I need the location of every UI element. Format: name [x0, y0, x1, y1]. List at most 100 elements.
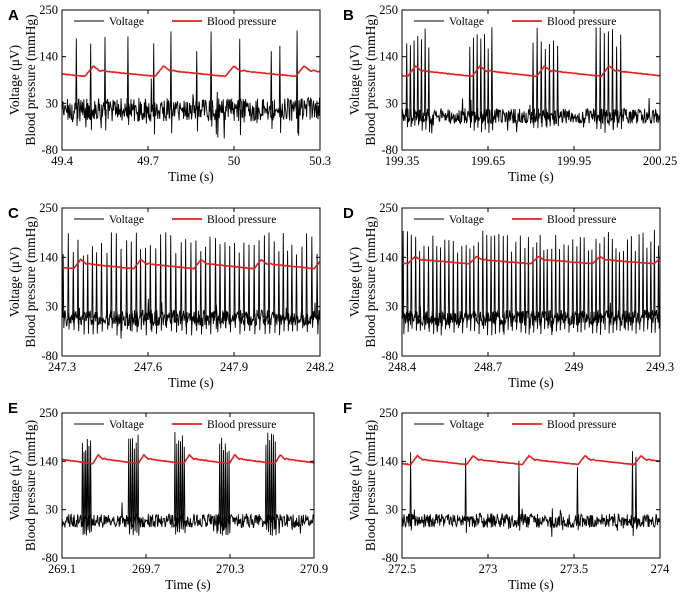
voltage-spike	[523, 247, 527, 334]
voltage-spike	[247, 244, 251, 331]
voltage-spike	[472, 37, 476, 131]
voltage-spike	[548, 44, 552, 127]
voltage-spike	[634, 251, 637, 334]
voltage-spike	[189, 242, 193, 336]
y-tick-label: 140	[379, 250, 398, 264]
y-axis-label-pressure: Blood pressure (mmHg)	[363, 14, 378, 145]
x-tick-label: 249	[565, 360, 584, 374]
voltage-spike	[84, 450, 88, 536]
voltage-spike	[177, 440, 181, 533]
voltage-spike	[626, 239, 630, 331]
voltage-spike	[220, 437, 224, 536]
y-axis-label-pressure: Blood pressure (mmHg)	[23, 14, 38, 145]
voltage-spike	[103, 37, 107, 131]
voltage-spike	[611, 29, 615, 130]
voltage-spike	[607, 231, 611, 334]
voltage-spike	[139, 249, 143, 330]
panel-a: A -80 30 140 250 49.4 49.7 50 50.3 Time (s) Voltag…	[7, 3, 331, 184]
voltage-spike	[127, 438, 131, 535]
y-axis-label-pressure: Blood pressure (mmHg)	[363, 420, 378, 551]
x-axis-label: Time (s)	[168, 169, 214, 184]
y-tick-label: -80	[381, 143, 398, 157]
voltage-spike	[410, 234, 413, 329]
voltage-spike	[418, 251, 422, 331]
y-axis-label-voltage: Voltage (μV)	[7, 45, 22, 115]
x-tick-label: 270.9	[300, 562, 328, 576]
voltage-spike	[152, 43, 156, 135]
voltage-spike	[175, 443, 179, 532]
voltage-spike	[567, 245, 570, 333]
voltage-spike	[614, 248, 618, 331]
voltage-spikes	[405, 27, 623, 133]
voltage-spike	[277, 251, 281, 336]
x-tick-label: 270.3	[216, 562, 244, 576]
voltage-spike	[472, 245, 476, 332]
y-tick-label: 30	[386, 300, 399, 314]
voltage-spike	[510, 251, 514, 331]
x-tick-label: 248.7	[474, 360, 502, 374]
voltage-spike	[184, 239, 188, 335]
y-tick-label: 30	[46, 503, 59, 517]
y-tick-label: 140	[379, 454, 398, 468]
voltage-spike	[174, 253, 178, 333]
voltage-spike	[630, 236, 634, 331]
legend-label-blood-pressure: Blood pressure	[207, 419, 276, 431]
y-axis-label-voltage: Voltage (μV)	[7, 247, 22, 317]
y-tick-label: -80	[41, 143, 58, 157]
voltage-spike	[115, 233, 118, 336]
legend-label-voltage: Voltage	[449, 214, 484, 226]
voltage-spike	[273, 241, 276, 333]
voltage-spike	[550, 248, 554, 332]
voltage-spike	[422, 245, 426, 330]
x-axis-label: Time (s)	[508, 375, 554, 390]
x-tick-label: 272.5	[388, 562, 416, 576]
voltage-spike	[310, 236, 314, 328]
legend-label-voltage: Voltage	[449, 419, 484, 431]
voltage-spike	[405, 43, 409, 128]
voltage-spike	[595, 27, 598, 130]
voltage-spike	[531, 247, 535, 333]
x-axis-label: Time (s)	[508, 577, 554, 592]
voltage-spike	[169, 235, 173, 332]
voltage-spike	[483, 34, 487, 130]
voltage-spike	[286, 250, 290, 331]
voltage-spike	[583, 237, 586, 330]
legend-label-voltage: Voltage	[109, 16, 144, 28]
x-tick-label: 248.4	[388, 360, 417, 374]
voltage-spike	[535, 242, 539, 329]
voltage-spike	[223, 242, 227, 329]
voltage-spike	[86, 254, 90, 334]
voltage-spike	[195, 51, 199, 132]
x-tick-label: 49.7	[137, 154, 159, 168]
panel-e: E -80 30 140 250 269.1 269.7 270.3 270.9 Time (s)…	[7, 400, 328, 592]
voltage-spike	[204, 246, 208, 330]
voltage-spike	[180, 242, 183, 331]
y-tick-label: 250	[39, 3, 58, 17]
x-tick-label: 200.25	[643, 154, 677, 168]
voltage-spike	[540, 41, 543, 128]
voltage-spike	[539, 234, 542, 334]
voltage-spike	[465, 245, 468, 328]
legend: Voltage Blood pressure	[414, 214, 616, 226]
voltage-spike	[305, 233, 309, 333]
y-axis-label-voltage: Voltage (μV)	[7, 450, 22, 520]
voltage-spike	[238, 38, 242, 136]
voltage-spike	[490, 27, 494, 131]
voltage-spike	[653, 229, 657, 333]
voltage-spike	[517, 460, 521, 531]
voltage-spike	[228, 246, 232, 333]
axes-frame	[61, 207, 321, 357]
voltage-spike	[479, 38, 483, 133]
voltage-spike	[274, 441, 277, 536]
voltage-spike	[270, 433, 274, 536]
voltage-spike	[95, 252, 99, 334]
voltage-spike	[83, 451, 86, 535]
voltage-spike	[181, 435, 185, 531]
voltage-spike	[460, 245, 464, 334]
voltage-trace	[61, 78, 321, 139]
voltage-spike	[208, 236, 212, 335]
panel-d: D -80 30 140 250 248.4 248.7 249 249.3 Time (s) Vo…	[343, 201, 674, 390]
voltage-spike	[490, 236, 493, 336]
voltage-spike	[91, 246, 95, 335]
voltage-spike	[296, 30, 299, 134]
